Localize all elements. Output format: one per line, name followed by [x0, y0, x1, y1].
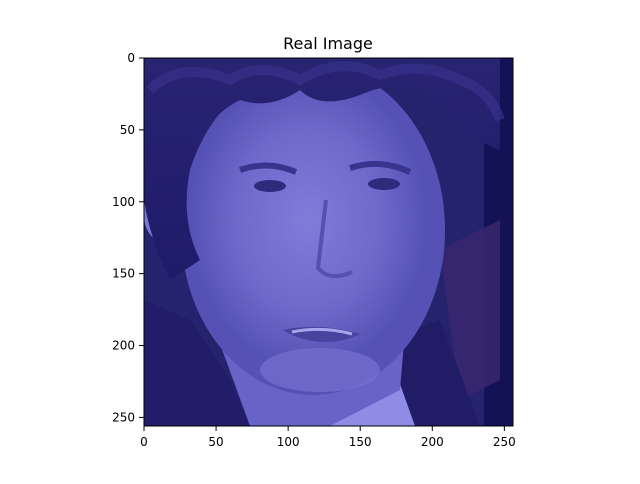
- x-tick-label: 100: [277, 435, 300, 449]
- axes-frame: [143, 57, 514, 427]
- x-tick-label: 200: [421, 435, 444, 449]
- y-tick-label: 50: [120, 123, 135, 137]
- y-tick-label: 150: [112, 267, 135, 281]
- jacket: [144, 300, 250, 426]
- x-tick-label: 250: [493, 435, 516, 449]
- background-shadow: [440, 220, 500, 400]
- x-axis: 0 50 100 150 200 250: [140, 426, 516, 449]
- face-image: [144, 58, 513, 426]
- tint-overlay: [144, 58, 513, 426]
- y-tick-label: 100: [112, 195, 135, 209]
- left-eye: [254, 180, 286, 192]
- right-eyebrow: [349, 160, 412, 175]
- y-axis: 0 50 100 150 200 250: [112, 51, 144, 424]
- x-tick-label: 0: [140, 435, 148, 449]
- y-tick-label: 0: [127, 51, 135, 65]
- nose: [315, 199, 353, 279]
- face: [181, 65, 445, 395]
- x-tick-label: 150: [349, 435, 372, 449]
- y-tick-label: 200: [112, 339, 135, 353]
- y-tick-label: 250: [112, 410, 135, 424]
- teeth: [291, 327, 353, 336]
- hair-curls: [146, 61, 505, 122]
- left-eyebrow: [238, 162, 298, 175]
- right-eye: [368, 178, 400, 190]
- chart-title: Real Image: [283, 34, 373, 53]
- chin: [260, 348, 380, 392]
- x-tick-label: 50: [208, 435, 223, 449]
